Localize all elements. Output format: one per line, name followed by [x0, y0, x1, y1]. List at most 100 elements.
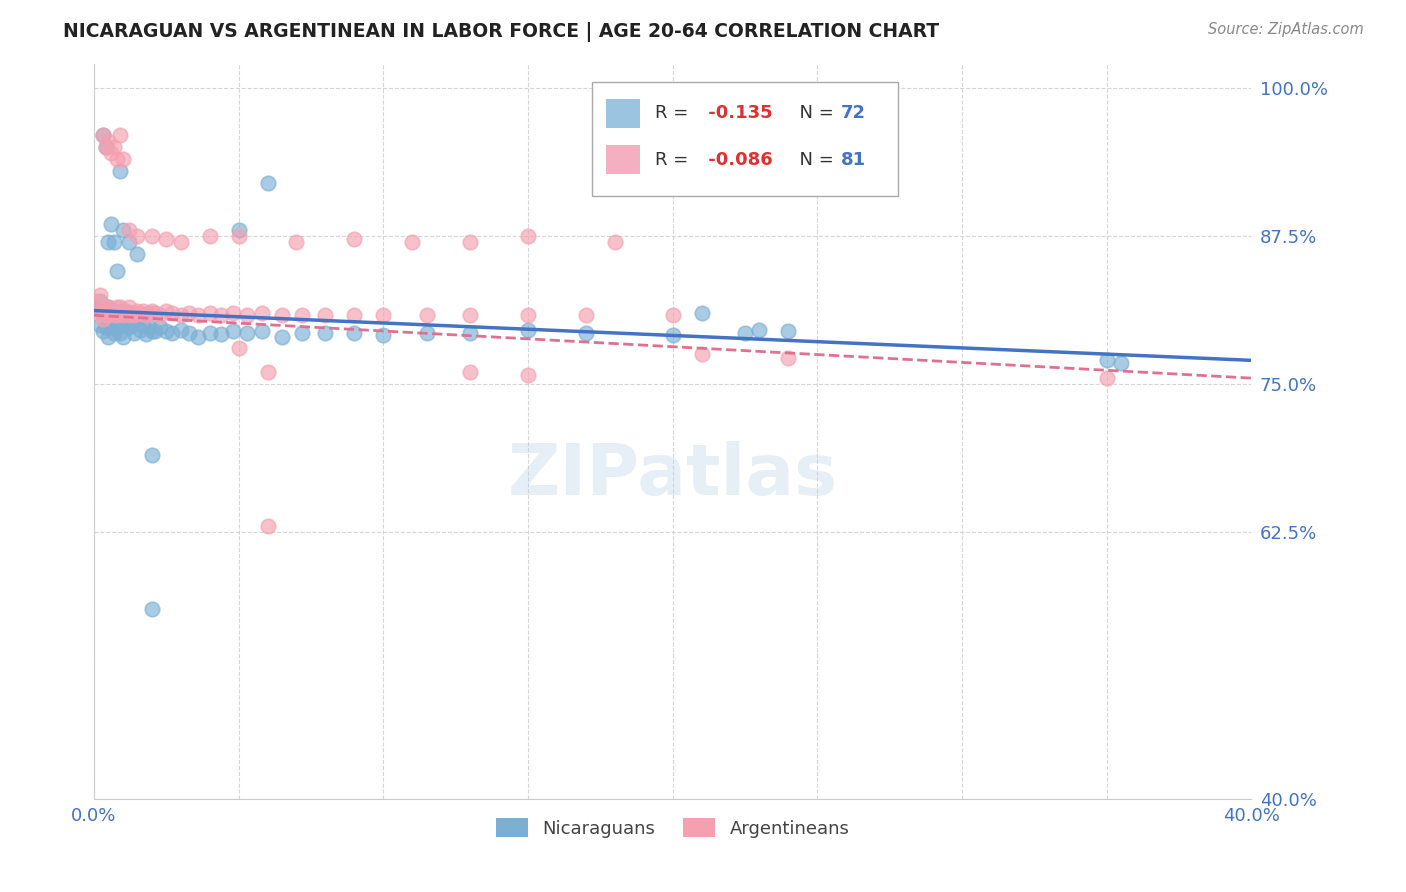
- Text: ZIPatlas: ZIPatlas: [508, 441, 838, 510]
- Point: [222, 306, 245, 320]
- Point: [198, 306, 221, 320]
- Point: [121, 318, 143, 332]
- Point: [94, 140, 117, 154]
- Text: R =: R =: [655, 151, 695, 169]
- Point: [97, 300, 120, 314]
- Point: [603, 235, 626, 249]
- Point: [127, 246, 149, 260]
- Point: [103, 140, 125, 154]
- Point: [291, 326, 314, 340]
- Point: [111, 329, 134, 343]
- Point: [103, 303, 125, 318]
- Point: [108, 303, 131, 318]
- Point: [111, 152, 134, 166]
- Point: [661, 308, 683, 322]
- Point: [118, 306, 141, 320]
- Point: [100, 145, 122, 160]
- Point: [135, 327, 157, 342]
- Point: [1095, 353, 1118, 368]
- Point: [129, 322, 152, 336]
- Point: [132, 318, 155, 332]
- Point: [228, 342, 250, 356]
- Point: [127, 228, 149, 243]
- Point: [343, 232, 366, 246]
- Point: [97, 308, 120, 322]
- Point: [285, 235, 308, 249]
- Point: [103, 303, 125, 318]
- FancyBboxPatch shape: [592, 82, 898, 196]
- Point: [91, 324, 114, 338]
- Point: [129, 306, 152, 320]
- Point: [271, 308, 294, 322]
- Point: [155, 324, 177, 338]
- Point: [256, 176, 278, 190]
- Point: [236, 308, 259, 322]
- Point: [271, 329, 294, 343]
- Point: [155, 232, 177, 246]
- Point: [97, 300, 120, 314]
- Point: [141, 303, 163, 318]
- Point: [256, 365, 278, 379]
- Text: 72: 72: [841, 104, 866, 122]
- Point: [778, 351, 800, 365]
- Point: [114, 311, 136, 326]
- Point: [111, 223, 134, 237]
- Point: [97, 134, 120, 148]
- Point: [236, 326, 259, 340]
- Text: N =: N =: [789, 104, 839, 122]
- Point: [100, 217, 122, 231]
- Text: R =: R =: [655, 104, 695, 122]
- Point: [108, 300, 131, 314]
- Point: [250, 324, 273, 338]
- Point: [89, 306, 111, 320]
- Point: [103, 308, 125, 322]
- Point: [100, 303, 122, 318]
- Point: [127, 303, 149, 318]
- Point: [517, 368, 540, 382]
- Point: [141, 602, 163, 616]
- Point: [108, 326, 131, 340]
- Point: [314, 326, 336, 340]
- Point: [100, 306, 122, 320]
- Point: [91, 300, 114, 314]
- Point: [458, 326, 481, 340]
- Point: [179, 306, 201, 320]
- Point: [118, 235, 141, 249]
- Point: [141, 228, 163, 243]
- Point: [160, 326, 183, 340]
- Point: [661, 328, 683, 343]
- Point: [458, 308, 481, 322]
- Point: [132, 303, 155, 318]
- FancyBboxPatch shape: [606, 99, 640, 128]
- Point: [401, 235, 423, 249]
- Point: [1095, 371, 1118, 385]
- Point: [256, 519, 278, 533]
- Point: [149, 320, 172, 334]
- Point: [187, 308, 209, 322]
- Point: [118, 223, 141, 237]
- Point: [517, 228, 540, 243]
- Point: [94, 308, 117, 322]
- Point: [86, 294, 108, 309]
- Point: [143, 306, 166, 320]
- Text: N =: N =: [789, 151, 839, 169]
- Point: [291, 308, 314, 322]
- Text: 81: 81: [841, 151, 866, 169]
- Point: [111, 308, 134, 322]
- Text: -0.086: -0.086: [702, 151, 772, 169]
- Point: [105, 308, 128, 322]
- Point: [734, 326, 756, 340]
- Text: NICARAGUAN VS ARGENTINEAN IN LABOR FORCE | AGE 20-64 CORRELATION CHART: NICARAGUAN VS ARGENTINEAN IN LABOR FORCE…: [63, 22, 939, 42]
- Point: [209, 327, 232, 342]
- Point: [160, 306, 183, 320]
- Point: [1109, 356, 1132, 370]
- Point: [141, 448, 163, 462]
- Point: [105, 320, 128, 334]
- Point: [373, 328, 395, 343]
- Point: [94, 303, 117, 318]
- Point: [250, 306, 273, 320]
- Point: [222, 324, 245, 338]
- Text: -0.135: -0.135: [702, 104, 772, 122]
- Point: [343, 308, 366, 322]
- Point: [89, 294, 111, 309]
